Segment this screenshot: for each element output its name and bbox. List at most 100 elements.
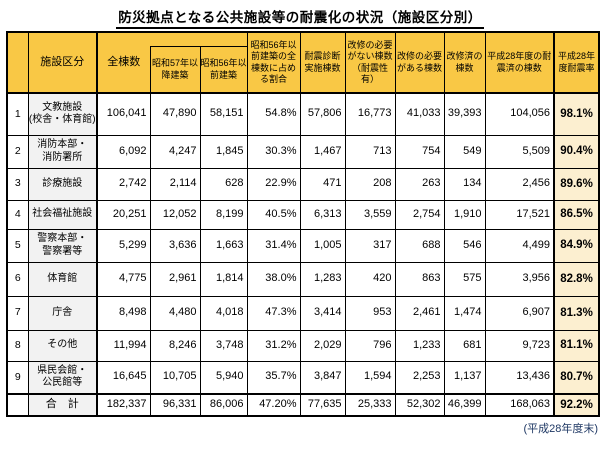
row-number: 1 — [6, 92, 29, 136]
data-cell: 47.3% — [246, 295, 301, 331]
data-cell: 3,559 — [344, 199, 396, 230]
data-cell: 4,480 — [149, 295, 201, 331]
data-cell: 13,436 — [484, 360, 555, 395]
fiscal-year-note: (平成28年度末) — [523, 423, 598, 435]
rate-cell: 82.8% — [553, 261, 600, 297]
table-row: 3 診療施設 2,742 2,114 628 22.9% 471 208 263… — [6, 167, 600, 201]
data-cell: 263 — [394, 167, 445, 201]
rate-cell: 98.1% — [553, 92, 600, 136]
page-title: 防災拠点となる公共施設等の耐震化の状況（施設区分別） — [116, 6, 484, 29]
data-cell: 681 — [443, 329, 486, 362]
category-cell: 文教施設 (校舎・体育館) — [27, 92, 98, 136]
data-cell: 3,748 — [199, 329, 248, 362]
data-cell: 10,705 — [149, 360, 201, 395]
table-row: 9 県民会館・ 公民館等 16,645 10,705 5,940 35.7% 3… — [6, 360, 600, 395]
data-cell: 713 — [344, 134, 396, 169]
data-cell: 54.8% — [246, 92, 301, 136]
row-number: 6 — [6, 261, 29, 297]
rate-cell: 90.4% — [553, 134, 600, 169]
category-cell: 体育館 — [27, 261, 98, 297]
data-cell: 2,253 — [394, 360, 445, 395]
data-cell: 11,994 — [96, 329, 151, 362]
data-cell: 47.20% — [246, 393, 301, 417]
data-cell: 688 — [394, 228, 445, 263]
header-diagnosed: 耐震診断実施棟数 — [299, 31, 346, 94]
rate-cell: 92.2% — [553, 393, 600, 417]
row-number: 8 — [6, 329, 29, 362]
data-cell: 4,018 — [199, 295, 248, 331]
data-cell: 863 — [394, 261, 445, 297]
data-cell: 1,474 — [443, 295, 486, 331]
data-cell: 5,509 — [484, 134, 555, 169]
rate-cell: 81.3% — [553, 295, 600, 331]
category-cell: 庁舎 — [27, 295, 98, 331]
data-cell: 754 — [394, 134, 445, 169]
data-cell: 8,246 — [149, 329, 201, 362]
header-no-renovation-needed: 改修の必要がない棟数（耐震性有） — [344, 31, 396, 94]
data-cell: 2,114 — [149, 167, 201, 201]
data-cell: 168,063 — [484, 393, 555, 417]
category-cell: 社会福祉施設 — [27, 199, 98, 230]
data-cell: 106,041 — [96, 92, 151, 136]
data-cell: 17,521 — [484, 199, 555, 230]
data-cell: 1,814 — [199, 261, 248, 297]
row-number — [6, 393, 29, 417]
row-number: 5 — [6, 228, 29, 263]
data-cell: 2,754 — [394, 199, 445, 230]
header-total-buildings: 全棟数 — [96, 31, 150, 94]
data-cell: 2,461 — [394, 295, 445, 331]
data-cell: 5,299 — [96, 228, 151, 263]
data-cell: 96,331 — [149, 393, 201, 417]
table-row: 2 消防本部・ 消防署所 6,092 4,247 1,845 30.3% 1,4… — [6, 134, 600, 169]
table-row: 4 社会福祉施設 20,251 12,052 8,199 40.5% 6,313… — [6, 199, 600, 230]
data-cell: 58,151 — [199, 92, 248, 136]
data-cell: 46,399 — [443, 393, 486, 417]
category-cell: 診療施設 — [27, 167, 98, 201]
data-cell: 16,645 — [96, 360, 151, 395]
data-cell: 549 — [443, 134, 486, 169]
data-cell: 31.4% — [246, 228, 301, 263]
table-header: 施設区分 全棟数 昭和56年以前建築の全棟数に占める割合 耐震診断実施棟数 改修… — [6, 31, 600, 94]
data-cell: 1,137 — [443, 360, 486, 395]
data-cell: 104,056 — [484, 92, 555, 136]
data-cell: 3,636 — [149, 228, 201, 263]
data-cell: 1,845 — [199, 134, 248, 169]
data-cell: 40.5% — [246, 199, 301, 230]
data-cell: 953 — [344, 295, 396, 331]
header-renovation-needed: 改修の必要がある棟数 — [394, 31, 445, 94]
category-cell: 県民会館・ 公民館等 — [27, 360, 98, 395]
data-cell: 9,723 — [484, 329, 555, 362]
data-cell: 796 — [344, 329, 396, 362]
data-cell: 3,956 — [484, 261, 555, 297]
data-cell: 35.7% — [246, 360, 301, 395]
data-cell: 4,775 — [96, 261, 151, 297]
header-built-after-s57: 昭和57年以降建築 — [149, 46, 201, 94]
header-pre-s56-ratio: 昭和56年以前建築の全棟数に占める割合 — [246, 31, 301, 94]
data-cell: 1,663 — [199, 228, 248, 263]
data-cell: 6,907 — [484, 295, 555, 331]
title-bar: 防災拠点となる公共施設等の耐震化の状況（施設区分別） — [0, 0, 600, 30]
data-cell: 182,337 — [96, 393, 151, 417]
category-cell: その他 — [27, 329, 98, 362]
data-cell: 628 — [199, 167, 248, 201]
data-cell: 2,456 — [484, 167, 555, 201]
corner-cell — [6, 31, 29, 94]
data-cell: 25,333 — [344, 393, 396, 417]
header-h28-resistant-count: 平成28年度の耐震済の棟数 — [484, 31, 555, 94]
data-cell: 86,006 — [199, 393, 248, 417]
header-renovated: 改修済の棟数 — [443, 31, 486, 94]
rate-cell: 84.9% — [553, 228, 600, 263]
data-cell: 20,251 — [96, 199, 151, 230]
total-label: 合 計 — [27, 393, 98, 417]
data-cell: 1,467 — [299, 134, 346, 169]
data-cell: 471 — [299, 167, 346, 201]
data-cell: 4,499 — [484, 228, 555, 263]
data-cell: 575 — [443, 261, 486, 297]
rate-cell: 80.7% — [553, 360, 600, 395]
data-cell: 1,233 — [394, 329, 445, 362]
data-cell: 1,005 — [299, 228, 346, 263]
table-row: 8 その他 11,994 8,246 3,748 31.2% 2,029 796… — [6, 329, 600, 362]
table-row: 1 文教施設 (校舎・体育館) 106,041 47,890 58,151 54… — [6, 92, 600, 136]
row-number: 3 — [6, 167, 29, 201]
row-number: 7 — [6, 295, 29, 331]
